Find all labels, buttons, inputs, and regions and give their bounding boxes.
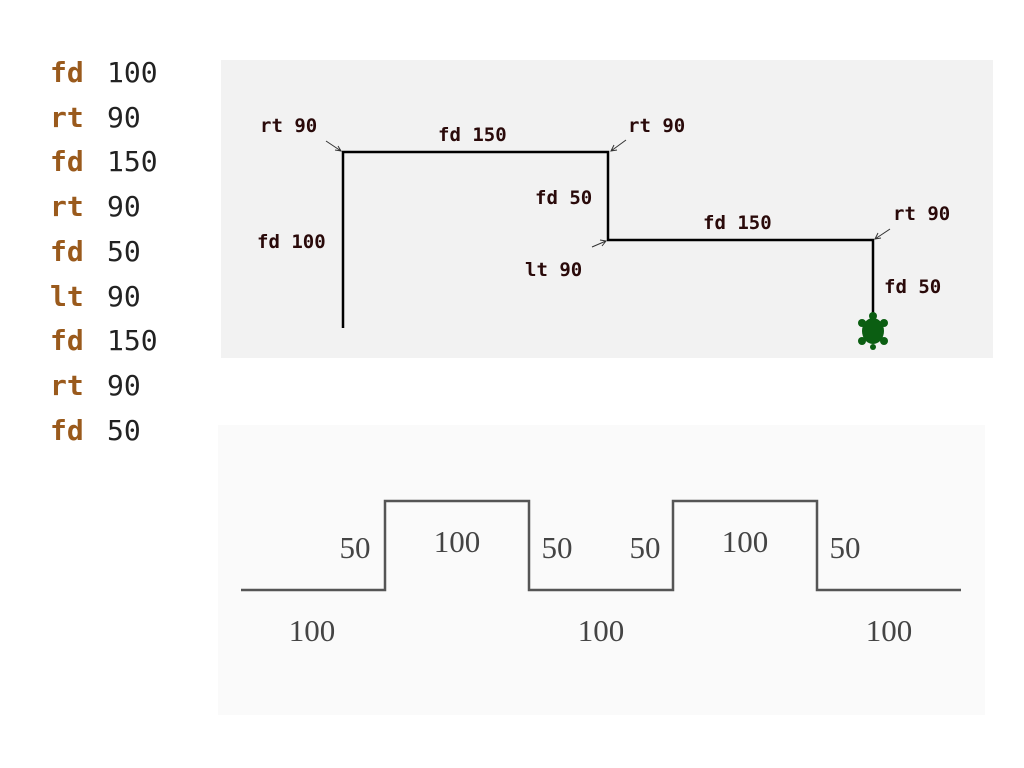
- turtle-diagram: rt 90 fd 150 rt 90 fd 100 fd 50 lt 90 fd…: [221, 60, 993, 358]
- turtle-label: fd 150: [703, 212, 772, 234]
- wave-label: 50: [830, 530, 861, 565]
- wave-path: [241, 499, 961, 592]
- turtle-label: rt 90: [260, 115, 317, 137]
- wave-label: 100: [722, 524, 769, 559]
- turtle-label: rt 90: [893, 203, 950, 225]
- turtle-path: [341, 150, 875, 330]
- argument: 90: [107, 369, 141, 402]
- argument: 50: [107, 235, 141, 268]
- wave-label: 50: [340, 530, 371, 565]
- command: fd: [50, 324, 84, 357]
- command: fd: [50, 145, 84, 178]
- argument: 50: [107, 414, 141, 447]
- turtle-label: rt 90: [628, 115, 685, 137]
- code-listing: fd 100 rt 90 fd 150 rt 90 fd 50 lt 90 fd…: [50, 56, 158, 447]
- turtle-label: fd 50: [884, 276, 941, 298]
- panel: [218, 425, 985, 715]
- command: rt: [50, 101, 84, 134]
- argument: 150: [107, 145, 158, 178]
- turtle-label: fd 50: [535, 187, 592, 209]
- turtle: [858, 312, 888, 350]
- wave-label: 100: [578, 613, 625, 648]
- wave-label: 100: [434, 524, 481, 559]
- wave-label: 50: [630, 530, 661, 565]
- command: rt: [50, 190, 84, 223]
- wave-diagram: 50 100 50 50 100 50 100 100 100: [218, 425, 985, 715]
- turtle-label: fd 150: [438, 124, 507, 146]
- argument: 90: [107, 280, 141, 313]
- argument: 150: [107, 324, 158, 357]
- command: fd: [50, 235, 84, 268]
- argument: 90: [107, 101, 141, 134]
- command: fd: [50, 414, 84, 447]
- argument: 90: [107, 190, 141, 223]
- turtle-label: lt 90: [525, 259, 582, 281]
- command: rt: [50, 369, 84, 402]
- wave-label: 100: [866, 613, 913, 648]
- wave-label: 50: [542, 530, 573, 565]
- turtle-label: fd 100: [257, 231, 326, 253]
- command: lt: [50, 280, 84, 313]
- wave-label: 100: [289, 613, 336, 648]
- argument: 100: [107, 56, 158, 89]
- command: fd: [50, 56, 84, 89]
- pointer-arrows: [325, 139, 891, 248]
